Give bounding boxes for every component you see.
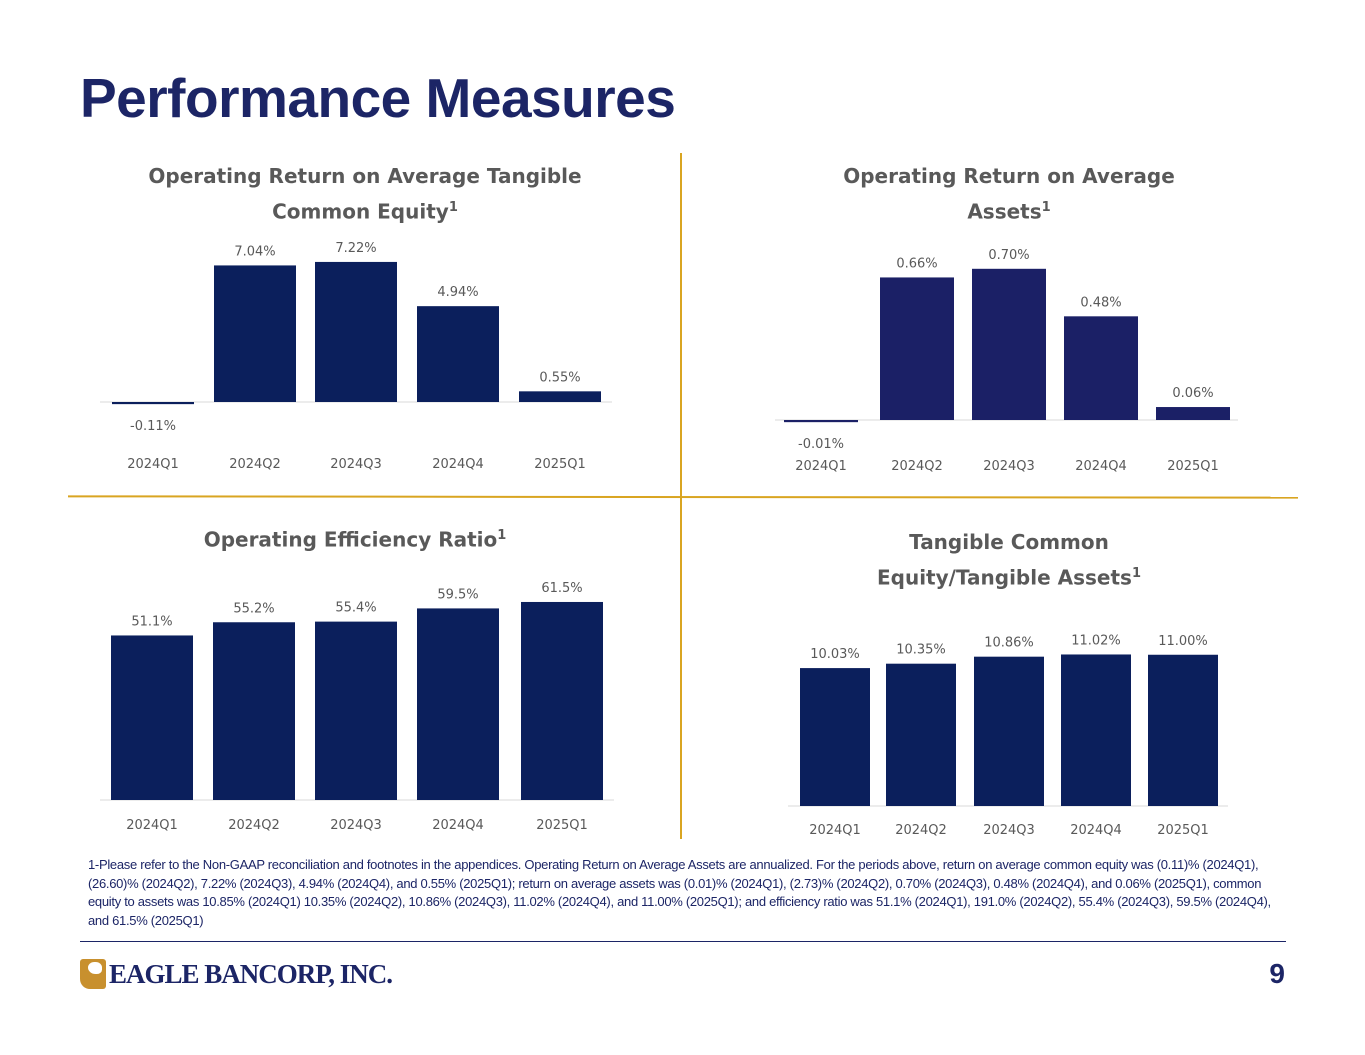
x-tick-label: 2025Q1 bbox=[534, 457, 586, 472]
x-tick-label: 2024Q3 bbox=[330, 457, 382, 472]
data-label: 0.55% bbox=[539, 370, 580, 385]
company-logo: EAGLE BANCORP, INC. bbox=[80, 958, 393, 990]
bar-2024Q1 bbox=[784, 420, 858, 423]
bar-2025Q1 bbox=[519, 391, 601, 402]
x-tick-label: 2024Q2 bbox=[229, 457, 281, 472]
chart-title-tangible-equity-return: Operating Return on Average Tangible Com… bbox=[110, 160, 620, 228]
data-label: 10.35% bbox=[896, 643, 946, 658]
footnote-marker: 1 bbox=[1131, 566, 1141, 581]
footnote: 1-Please refer to the Non-GAAP reconcili… bbox=[88, 857, 1271, 928]
x-tick-label: 2024Q1 bbox=[809, 823, 861, 838]
bar-2024Q3 bbox=[974, 656, 1044, 806]
bar-2024Q2 bbox=[886, 663, 956, 806]
bar-2024Q4 bbox=[417, 306, 499, 402]
x-tick-label: 2024Q2 bbox=[895, 823, 947, 838]
x-tick-label: 2024Q4 bbox=[432, 457, 484, 472]
x-tick-label: 2024Q2 bbox=[228, 818, 280, 833]
x-tick-label: 2025Q1 bbox=[1167, 459, 1219, 474]
bar-2024Q4 bbox=[1061, 654, 1131, 806]
x-tick-label: 2024Q3 bbox=[330, 818, 382, 833]
data-label: 10.03% bbox=[810, 647, 860, 662]
bar-2024Q4 bbox=[417, 608, 499, 800]
bar-2024Q2 bbox=[214, 265, 296, 402]
chart-title-line2: Equity/Tangible Assets bbox=[876, 565, 1132, 590]
chart-title-average-assets-return: Operating Return on Average Assets1 bbox=[754, 160, 1264, 228]
footnote-marker: 1 bbox=[497, 528, 507, 543]
data-label: 11.00% bbox=[1158, 634, 1208, 649]
x-tick-label: 2024Q1 bbox=[795, 459, 847, 474]
data-label: 4.94% bbox=[437, 285, 478, 300]
data-label: -0.11% bbox=[130, 419, 176, 434]
x-tick-label: 2025Q1 bbox=[1157, 823, 1209, 838]
footnote-marker: 1 bbox=[448, 200, 458, 215]
footnote-marker: 1 bbox=[1041, 200, 1051, 215]
data-label: 61.5% bbox=[541, 581, 582, 596]
data-label: -0.01% bbox=[798, 437, 844, 452]
data-label: 55.4% bbox=[335, 601, 376, 616]
bar-2024Q2 bbox=[880, 277, 954, 420]
x-tick-label: 2024Q4 bbox=[432, 818, 484, 833]
x-tick-label: 2024Q4 bbox=[1070, 823, 1122, 838]
x-tick-label: 2024Q4 bbox=[1075, 459, 1127, 474]
bar-2024Q2 bbox=[213, 622, 295, 800]
x-tick-label: 2025Q1 bbox=[536, 818, 588, 833]
eagle-icon bbox=[80, 959, 106, 989]
bar-2025Q1 bbox=[521, 601, 603, 800]
data-label: 11.02% bbox=[1071, 633, 1121, 648]
chart-title-tce-ta: Tangible Common Equity/Tangible Assets1 bbox=[754, 526, 1264, 594]
page-title: Performance Measures bbox=[80, 67, 676, 129]
bar-2024Q3 bbox=[315, 261, 397, 402]
footer-rule bbox=[80, 941, 1286, 942]
data-label: 0.66% bbox=[896, 256, 937, 271]
bar-2024Q1 bbox=[111, 635, 193, 800]
x-tick-label: 2024Q1 bbox=[127, 457, 179, 472]
bar-2024Q1 bbox=[112, 402, 194, 405]
chart-title-line2: Assets bbox=[967, 199, 1042, 224]
data-label: 0.48% bbox=[1080, 295, 1121, 310]
data-label: 51.1% bbox=[131, 614, 172, 629]
data-label: 55.2% bbox=[233, 601, 274, 616]
bar-2024Q1 bbox=[800, 668, 870, 806]
chart-title-efficiency-ratio: Operating Efficiency Ratio1 bbox=[100, 520, 610, 556]
data-label: 7.04% bbox=[234, 244, 275, 259]
bar-2025Q1 bbox=[1156, 407, 1230, 420]
page-number: 9 bbox=[1269, 958, 1285, 989]
x-tick-label: 2024Q3 bbox=[983, 459, 1035, 474]
chart-title-line1: Operating Return on Average Tangible bbox=[148, 164, 582, 188]
bar-2024Q3 bbox=[315, 621, 397, 800]
x-tick-label: 2024Q3 bbox=[983, 823, 1035, 838]
data-label: 59.5% bbox=[437, 587, 478, 602]
chart-title-line1: Tangible Common bbox=[909, 530, 1109, 554]
data-label: 7.22% bbox=[335, 241, 376, 256]
chart-title-line1: Operating Return on Average bbox=[843, 164, 1175, 188]
data-label: 0.70% bbox=[988, 248, 1029, 263]
bar-2025Q1 bbox=[1148, 654, 1218, 806]
data-label: 0.06% bbox=[1172, 386, 1213, 401]
logo-text: EAGLE BANCORP, INC. bbox=[109, 958, 393, 989]
chart-title-line1: Operating Efficiency Ratio bbox=[203, 527, 498, 552]
data-label: 10.86% bbox=[984, 636, 1034, 651]
x-tick-label: 2024Q1 bbox=[126, 818, 178, 833]
chart-title-line2: Common Equity bbox=[272, 199, 449, 224]
x-tick-label: 2024Q2 bbox=[891, 459, 943, 474]
bar-2024Q3 bbox=[972, 268, 1046, 420]
bar-2024Q4 bbox=[1064, 316, 1138, 420]
